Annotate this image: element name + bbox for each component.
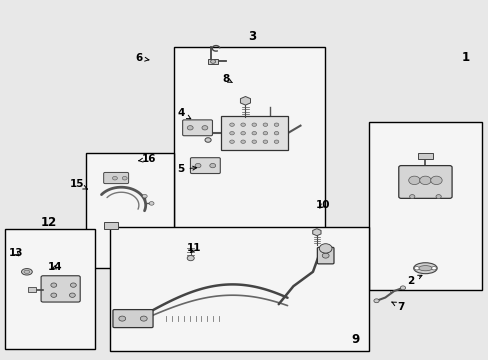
Bar — [110, 227, 368, 351]
Circle shape — [112, 176, 117, 180]
Circle shape — [251, 123, 256, 126]
Text: 3: 3 — [247, 30, 255, 42]
Circle shape — [322, 253, 328, 258]
Circle shape — [209, 163, 215, 168]
Circle shape — [140, 316, 147, 321]
Circle shape — [187, 256, 194, 261]
Ellipse shape — [24, 270, 30, 274]
Circle shape — [431, 266, 435, 270]
Circle shape — [263, 140, 267, 143]
Circle shape — [409, 195, 414, 198]
Circle shape — [274, 131, 278, 135]
FancyBboxPatch shape — [113, 310, 153, 328]
Circle shape — [241, 123, 245, 126]
FancyBboxPatch shape — [183, 120, 212, 136]
Circle shape — [241, 140, 245, 143]
Circle shape — [70, 283, 76, 287]
FancyBboxPatch shape — [190, 158, 220, 174]
Polygon shape — [240, 96, 250, 105]
Text: 2: 2 — [407, 275, 421, 286]
Circle shape — [430, 176, 441, 185]
Ellipse shape — [418, 266, 431, 271]
Ellipse shape — [204, 124, 211, 129]
Text: 14: 14 — [48, 262, 62, 273]
Circle shape — [241, 131, 245, 135]
Circle shape — [210, 60, 215, 63]
Ellipse shape — [21, 269, 32, 275]
Circle shape — [400, 286, 405, 290]
Text: 13: 13 — [8, 248, 23, 258]
Bar — [85, 153, 173, 268]
Bar — [221, 116, 287, 150]
Bar — [368, 122, 481, 290]
Circle shape — [251, 140, 256, 143]
Ellipse shape — [413, 263, 436, 274]
Circle shape — [195, 163, 201, 168]
Circle shape — [119, 316, 125, 321]
Circle shape — [149, 202, 154, 205]
Bar — [207, 59, 218, 64]
Circle shape — [202, 126, 207, 130]
Circle shape — [251, 131, 256, 135]
Circle shape — [229, 140, 234, 143]
Text: 10: 10 — [315, 200, 329, 210]
Circle shape — [229, 123, 234, 126]
Bar — [104, 222, 118, 229]
Bar — [173, 47, 325, 290]
Text: 1: 1 — [461, 51, 468, 64]
Text: 8: 8 — [222, 74, 232, 84]
Circle shape — [435, 195, 440, 198]
Circle shape — [263, 123, 267, 126]
FancyBboxPatch shape — [103, 172, 128, 184]
Bar — [417, 153, 432, 159]
Text: 12: 12 — [41, 216, 57, 229]
FancyBboxPatch shape — [41, 276, 80, 302]
Circle shape — [419, 176, 430, 185]
FancyBboxPatch shape — [317, 247, 333, 264]
Circle shape — [51, 293, 57, 297]
Circle shape — [51, 283, 57, 287]
Bar — [5, 229, 95, 349]
Circle shape — [69, 293, 75, 297]
Circle shape — [274, 123, 278, 126]
Circle shape — [373, 299, 378, 303]
Bar — [28, 287, 36, 292]
Text: 15: 15 — [70, 179, 87, 189]
Circle shape — [142, 194, 147, 198]
Polygon shape — [312, 229, 320, 236]
Circle shape — [187, 126, 193, 130]
Circle shape — [229, 131, 234, 135]
Text: 16: 16 — [139, 154, 156, 164]
Circle shape — [122, 176, 127, 180]
Text: 7: 7 — [391, 302, 404, 312]
FancyBboxPatch shape — [398, 166, 451, 198]
Circle shape — [319, 244, 331, 253]
Text: 11: 11 — [186, 243, 201, 253]
Text: 9: 9 — [351, 333, 359, 346]
Circle shape — [414, 266, 418, 270]
Circle shape — [408, 176, 419, 185]
Ellipse shape — [204, 138, 211, 142]
Text: 5: 5 — [177, 164, 196, 174]
Text: 4: 4 — [177, 108, 190, 119]
Circle shape — [263, 131, 267, 135]
Text: 6: 6 — [136, 53, 149, 63]
Circle shape — [274, 140, 278, 143]
